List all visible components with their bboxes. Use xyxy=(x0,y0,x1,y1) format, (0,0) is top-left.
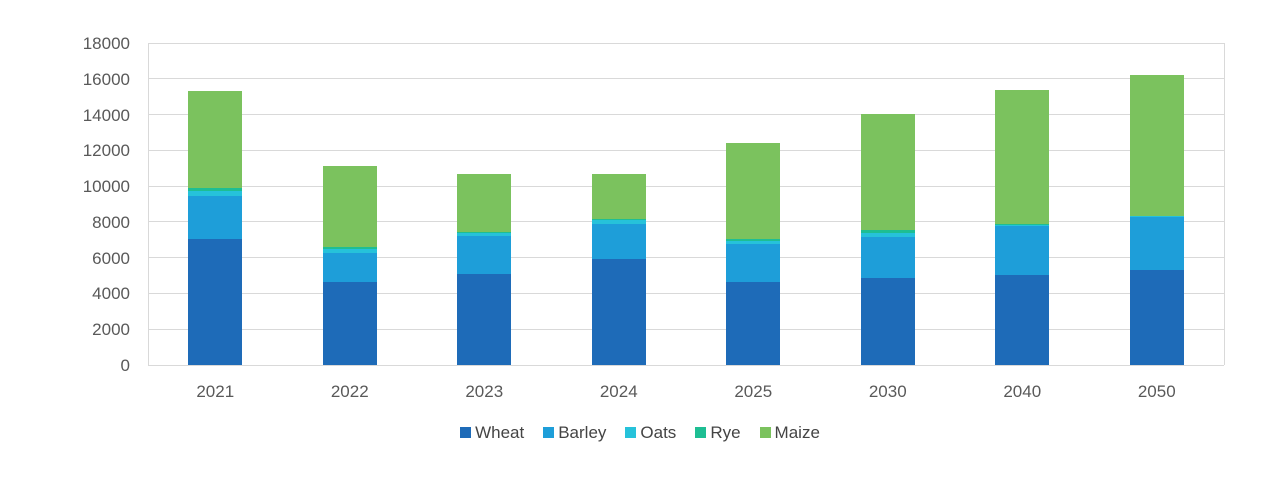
bar-segment-rye-2021 xyxy=(188,187,243,191)
bar-segment-barley-2040 xyxy=(995,226,1050,275)
gridline xyxy=(148,42,1224,44)
bar-segment-wheat-2024 xyxy=(591,259,646,365)
legend-item-wheat: Wheat xyxy=(460,424,524,441)
bar-segment-barley-2021 xyxy=(188,195,243,239)
bar-segment-wheat-2030 xyxy=(860,278,915,365)
y-axis-tick-label: 6000 xyxy=(92,248,130,268)
plot-right-border xyxy=(1224,43,1225,365)
bar-segment-wheat-2021 xyxy=(188,238,243,365)
bar-segment-oats-2021 xyxy=(188,190,243,196)
gridline xyxy=(148,78,1224,80)
x-axis-tick-label: 2022 xyxy=(330,382,369,401)
bar-segment-barley-2023 xyxy=(457,236,512,274)
x-axis-tick-label: 2030 xyxy=(868,382,907,401)
bar-segment-oats-2024 xyxy=(591,220,646,224)
bar-segment-maize-2021 xyxy=(188,91,243,188)
y-axis-tick-label: 2000 xyxy=(92,320,130,340)
y-axis-tick-label: 16000 xyxy=(82,69,130,89)
bar-segment-barley-2030 xyxy=(860,237,915,279)
bar-segment-barley-2050 xyxy=(1129,216,1184,271)
legend-label: Oats xyxy=(640,423,677,442)
bar-segment-maize-2023 xyxy=(457,174,512,232)
x-axis-tick-label: 2024 xyxy=(599,382,638,401)
bar-segment-rye-2023 xyxy=(457,231,512,233)
y-axis-tick-label: 4000 xyxy=(92,284,130,304)
gridline xyxy=(148,292,1224,294)
legend-item-barley: Barley xyxy=(543,424,606,441)
bar-segment-wheat-2023 xyxy=(457,273,512,365)
bar-segment-oats-2023 xyxy=(457,232,512,237)
bar-segment-oats-2025 xyxy=(726,240,781,245)
y-axis-tick-label: 0 xyxy=(120,356,130,375)
bar-segment-maize-2022 xyxy=(322,166,377,247)
gridline xyxy=(148,328,1224,330)
bar-segment-maize-2025 xyxy=(726,143,781,239)
bar-segment-barley-2025 xyxy=(726,244,781,282)
x-axis-tick-label: 2025 xyxy=(734,382,773,401)
legend-label: Wheat xyxy=(475,423,525,442)
legend-label: Maize xyxy=(774,423,820,442)
x-axis-tick-label: 2023 xyxy=(465,382,504,401)
bar-segment-barley-2022 xyxy=(322,253,377,282)
bar-segment-rye-2022 xyxy=(322,246,377,249)
gridline xyxy=(148,364,1224,366)
bar-segment-maize-2040 xyxy=(995,89,1050,224)
x-axis-tick-label: 2050 xyxy=(1137,382,1176,401)
bar-segment-rye-2030 xyxy=(860,229,915,233)
gridline xyxy=(148,257,1224,259)
legend-item-rye: Rye xyxy=(695,423,741,442)
legend-label: Barley xyxy=(558,423,607,442)
bar-segment-rye-2040 xyxy=(995,223,1050,225)
gridline xyxy=(148,221,1224,223)
legend-swatch-rye xyxy=(695,427,707,438)
legend-item-oats: Oats xyxy=(625,424,676,441)
gridline xyxy=(148,185,1224,187)
y-axis-tick-label: 14000 xyxy=(82,105,130,125)
bar-segment-maize-2050 xyxy=(1129,75,1184,216)
legend-label: Rye xyxy=(710,423,741,442)
y-axis-line xyxy=(148,43,149,365)
bar-segment-oats-2050 xyxy=(1129,215,1184,217)
bar-segment-rye-2024 xyxy=(591,219,646,221)
y-axis-tick-label: 12000 xyxy=(82,141,130,161)
x-axis-tick-label: 2021 xyxy=(196,382,235,401)
legend-item-maize: Maize xyxy=(759,423,820,442)
bar-segment-oats-2022 xyxy=(322,248,377,254)
legend: Wheat Barley Oats Rye Maize xyxy=(0,424,1280,441)
bar-segment-wheat-2050 xyxy=(1129,270,1184,365)
y-axis-tick-label: 10000 xyxy=(82,177,130,197)
gridline xyxy=(148,149,1224,151)
legend-swatch-oats xyxy=(625,427,637,438)
legend-swatch-maize xyxy=(759,427,771,438)
bar-segment-maize-2024 xyxy=(591,174,646,220)
bar-segment-wheat-2040 xyxy=(995,274,1050,365)
gridline xyxy=(148,114,1224,116)
y-axis-tick-label: 8000 xyxy=(92,212,130,232)
bar-segment-maize-2030 xyxy=(860,113,915,230)
legend-swatch-barley xyxy=(543,427,555,438)
bar-segment-barley-2024 xyxy=(591,223,646,260)
bar-segment-oats-2040 xyxy=(995,224,1050,227)
bar-segment-rye-2025 xyxy=(726,238,781,241)
x-axis-tick-label: 2040 xyxy=(1003,382,1042,401)
bar-segment-wheat-2022 xyxy=(322,281,377,365)
bar-segment-wheat-2025 xyxy=(726,281,781,365)
bar-segment-oats-2030 xyxy=(860,232,915,238)
y-axis-tick-label: 18000 xyxy=(82,34,130,53)
legend-swatch-wheat xyxy=(460,427,472,438)
